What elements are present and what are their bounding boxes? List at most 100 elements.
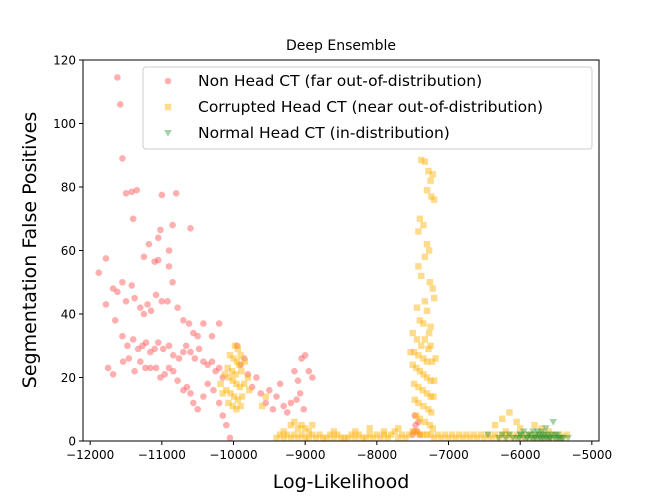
non-head-ct-point xyxy=(194,405,201,413)
normal-head-ct-point xyxy=(536,434,545,442)
non-head-ct-point xyxy=(200,358,207,365)
corrupted-head-ct-point xyxy=(415,228,422,235)
non-head-ct-point xyxy=(411,412,419,419)
non-head-ct-point xyxy=(276,380,284,388)
non-head-ct-point xyxy=(128,282,136,289)
corrupted-head-ct-point xyxy=(430,196,438,203)
corrupted-head-ct-point xyxy=(391,428,398,435)
non-head-ct-point xyxy=(119,332,126,340)
normal-head-ct-point xyxy=(535,431,543,439)
non-head-ct-point xyxy=(291,367,298,375)
non-head-ct-point xyxy=(180,348,187,356)
corrupted-head-ct-point xyxy=(362,434,370,442)
non-head-ct-point xyxy=(144,301,151,308)
non-head-ct-point xyxy=(215,399,223,407)
non-head-ct-point xyxy=(200,393,207,400)
normal-head-ct-point xyxy=(517,431,525,439)
non-head-ct-point xyxy=(298,355,305,362)
normal-head-ct-point xyxy=(525,431,534,439)
non-head-ct-point xyxy=(161,371,168,378)
non-head-ct-point xyxy=(152,291,160,299)
normal-head-ct-point xyxy=(505,431,514,439)
corrupted-head-ct-point xyxy=(352,434,359,442)
non-head-ct-point xyxy=(280,402,287,410)
corrupted-head-ct-point xyxy=(538,425,545,432)
corrupted-head-ct-point xyxy=(549,431,556,438)
corrupted-head-ct-point xyxy=(430,294,438,302)
non-head-ct-point xyxy=(215,364,223,372)
non-head-ct-point xyxy=(154,339,162,346)
normal-head-ct-point xyxy=(494,434,503,442)
corrupted-head-ct-point xyxy=(377,434,384,442)
corrupted-head-ct-point xyxy=(228,367,236,375)
normal-head-ct-point xyxy=(542,434,550,442)
corrupted-head-ct-point xyxy=(238,367,245,375)
non-head-ct-point xyxy=(253,374,260,381)
normal-head-ct-point xyxy=(515,434,524,442)
non-head-ct-point xyxy=(119,358,127,365)
corrupted-head-ct-point xyxy=(516,425,524,432)
non-head-ct-point xyxy=(104,364,112,372)
normal-head-ct-point xyxy=(498,431,507,439)
corrupted-head-ct-point xyxy=(563,431,570,438)
corrupted-head-ct-point xyxy=(425,406,432,413)
corrupted-head-ct-point xyxy=(427,177,434,184)
corrupted-head-ct-point xyxy=(413,364,420,372)
x-tick-label: −9000 xyxy=(285,448,326,462)
corrupted-head-ct-point xyxy=(316,431,323,438)
corrupted-head-ct-point xyxy=(413,304,421,311)
corrupted-head-ct-point xyxy=(287,421,295,429)
non-head-ct-point xyxy=(269,405,277,413)
corrupted-head-ct-point xyxy=(531,434,538,442)
corrupted-head-ct-point xyxy=(241,358,249,365)
non-head-ct-point xyxy=(194,332,201,340)
corrupted-head-ct-point xyxy=(241,380,248,388)
corrupted-head-ct-point xyxy=(229,402,236,410)
non-head-ct-point xyxy=(122,298,130,305)
non-head-ct-point xyxy=(116,101,124,108)
corrupted-head-ct-point xyxy=(499,415,506,422)
corrupted-head-ct-point xyxy=(415,263,422,270)
non-head-ct-point xyxy=(240,355,248,362)
normal-head-ct-point xyxy=(532,431,540,439)
corrupted-head-ct-point xyxy=(552,434,560,442)
non-head-ct-point xyxy=(137,304,144,311)
non-head-ct-point xyxy=(180,317,187,324)
corrupted-head-ct-point xyxy=(534,431,542,438)
non-head-ct-point xyxy=(139,342,146,350)
corrupted-head-ct-point xyxy=(416,431,424,438)
corrupted-head-ct-point xyxy=(309,421,316,429)
corrupted-head-ct-point xyxy=(330,428,338,435)
non-head-ct-point xyxy=(294,377,302,384)
non-head-ct-point xyxy=(124,342,131,350)
corrupted-head-ct-point xyxy=(409,428,416,435)
corrupted-head-ct-point xyxy=(413,428,420,435)
normal-head-ct-point xyxy=(554,434,562,442)
corrupted-head-ct-point xyxy=(423,374,431,381)
corrupted-head-ct-point xyxy=(470,431,477,438)
non-head-ct-point xyxy=(133,186,141,194)
corrupted-head-ct-point xyxy=(236,361,243,368)
non-head-ct-point xyxy=(145,240,153,248)
corrupted-head-ct-point xyxy=(423,307,431,315)
non-head-ct-point xyxy=(409,431,416,438)
y-tick-label: 20 xyxy=(61,371,76,385)
corrupted-head-ct-point xyxy=(380,428,388,435)
corrupted-head-ct-point xyxy=(428,193,435,200)
corrupted-head-ct-point xyxy=(409,361,416,368)
non-head-ct-point xyxy=(413,428,421,435)
corrupted-head-ct-point xyxy=(231,393,238,400)
corrupted-head-ct-point xyxy=(312,434,320,442)
legend-label-non-head-ct: Non Head CT (far out-of-distribution) xyxy=(198,72,482,90)
corrupted-head-ct-point xyxy=(298,431,305,438)
corrupted-head-ct-point xyxy=(427,431,434,438)
corrupted-head-ct-point xyxy=(415,399,422,407)
corrupted-head-ct-point xyxy=(273,434,280,442)
normal-head-ct-point xyxy=(541,434,550,442)
corrupted-head-ct-point xyxy=(418,342,425,349)
corrupted-head-ct-point xyxy=(491,431,499,438)
non-head-ct-point xyxy=(416,431,424,438)
non-head-ct-point xyxy=(114,288,121,296)
normal-head-ct-point xyxy=(531,434,540,442)
corrupted-head-ct-point xyxy=(516,434,524,442)
